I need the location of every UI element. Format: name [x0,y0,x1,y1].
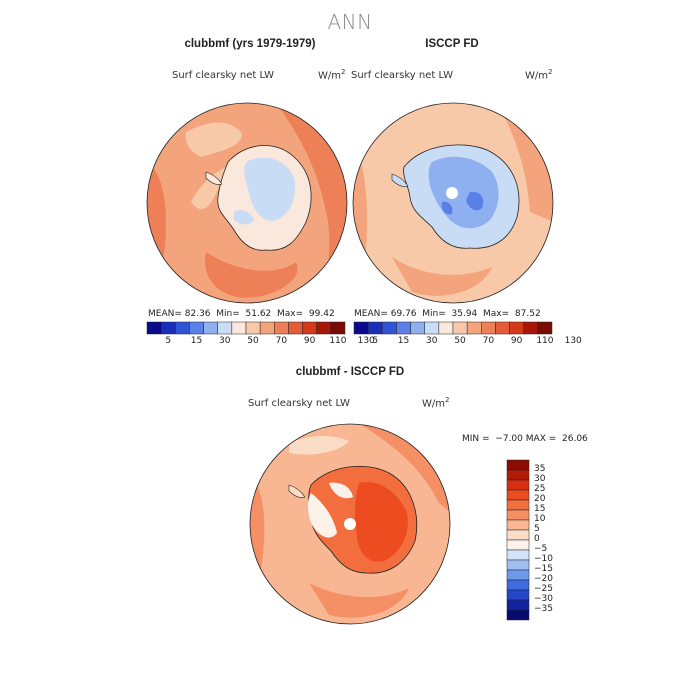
colorbar-swatch [506,559,530,571]
colorbar-tick-label: −25 [534,584,553,594]
colorbar-swatch [175,321,190,335]
colorbar-swatch [506,589,530,601]
panel-2-colorbar [353,321,553,335]
colorbar-swatch [506,509,530,521]
panel-1-colorbar-ticks: 5 15 30 50 70 90 110 130 [147,336,374,348]
colorbar-swatch [506,549,530,561]
figure-title: ANN [327,10,373,34]
colorbar-swatch [506,489,530,501]
panel-3-title: clubbmf - ISCCP FD [295,366,405,378]
colorbar-swatch [506,519,530,531]
panel-2-colorbar-ticks: 5 15 30 50 70 90 110 130 [354,336,581,348]
panel-3-colorbar [506,459,530,621]
panel-3-unit: W/m2 [422,396,450,410]
panel-3-stats: MIN = −7.00 MAX = 26.06 [462,434,588,444]
colorbar-swatch [396,321,411,335]
colorbar-swatch [231,321,247,335]
panel-2-stats: MEAN= 69.76 Min= 35.94 Max= 87.52 [354,309,541,319]
panel-1-title: clubbmf (yrs 1979-1979) [184,38,316,50]
colorbar-swatch [424,321,440,335]
panel-3-colorbar-ticks: 35 30 25 20 15 10 5 0 −5 −10 −15 −20 −25 −30 −35 [534,460,574,620]
colorbar-swatch [452,321,468,335]
colorbar-tick-label: 5 [534,524,540,534]
colorbar-tick-label: 110 [536,336,554,346]
colorbar-tick-label: 90 [510,336,523,346]
colorbar-tick-label: 15 [190,336,203,346]
colorbar-swatch [217,321,233,335]
colorbar-tick-label: 10 [534,514,546,524]
colorbar-swatch [506,499,530,511]
colorbar-swatch [506,579,530,591]
colorbar-swatch [203,321,218,335]
panel-2-variable: Surf clearsky net LW [351,70,454,81]
colorbar-swatch [410,321,425,335]
colorbar-swatch [466,321,482,335]
colorbar-swatch [245,321,261,335]
panel-1-variable: Surf clearsky net LW [172,70,275,81]
colorbar-tick-label: 50 [454,336,466,346]
colorbar-tick-label: 50 [247,336,259,346]
colorbar-tick-label: 30 [426,336,438,346]
colorbar-tick-label: −30 [534,594,553,604]
colorbar-swatch [316,321,332,335]
colorbar-swatch [506,469,530,481]
colorbar-tick-label: 130 [564,336,582,346]
panel-1-stats: MEAN= 82.36 Min= 51.62 Max= 99.42 [148,309,335,319]
colorbar-tick-label: 0 [534,534,540,544]
colorbar-swatch [495,321,510,335]
panel-3-variable: Surf clearsky net LW [248,398,351,409]
panel-1-colorbar [146,321,346,335]
colorbar-swatch [506,479,530,491]
colorbar-tick-label: −5 [534,544,548,554]
colorbar-tick-label: 30 [534,474,546,484]
colorbar-tick-label: 15 [397,336,410,346]
colorbar-tick-label: 90 [303,336,316,346]
colorbar-swatch [506,569,530,581]
colorbar-tick-label: 70 [482,336,495,346]
panel-1-unit: W/m2 [318,68,346,82]
colorbar-tick-label: −10 [534,554,553,564]
colorbar-tick-label: 15 [534,504,546,514]
colorbar-swatch [506,599,530,611]
colorbar-swatch [160,321,176,335]
colorbar-swatch [274,321,289,335]
colorbar-swatch [330,321,346,335]
colorbar-tick-label: 30 [219,336,231,346]
colorbar-tick-label: 130 [357,336,375,346]
colorbar-tick-label: 5 [372,336,379,346]
colorbar-swatch [146,321,162,335]
panel-2-title: ISCCP FD [425,38,479,50]
colorbar-swatch [382,321,397,335]
panel-3-map [249,423,451,625]
panel-2-map [352,102,554,304]
colorbar-tick-label: 35 [534,464,546,474]
colorbar-swatch [506,529,530,541]
colorbar-swatch [506,459,530,471]
panel-1-map [146,102,348,304]
colorbar-tick-label: −20 [534,574,553,584]
colorbar-swatch [509,321,524,335]
colorbar-swatch [367,321,383,335]
colorbar-tick-label: −15 [534,564,553,574]
colorbar-swatch [259,321,275,335]
colorbar-swatch [537,321,553,335]
colorbar-tick-label: 20 [534,494,546,504]
colorbar-swatch [523,321,539,335]
colorbar-swatch [302,321,317,335]
colorbar-swatch [288,321,303,335]
colorbar-swatch [189,321,204,335]
colorbar-tick-label: 5 [165,336,172,346]
colorbar-tick-label: 110 [329,336,347,346]
colorbar-swatch [438,321,454,335]
colorbar-tick-label: −35 [534,604,553,614]
colorbar-swatch [353,321,369,335]
colorbar-swatch [506,609,530,621]
colorbar-swatch [506,539,530,551]
colorbar-swatch [481,321,496,335]
colorbar-tick-label: 25 [534,484,546,494]
colorbar-tick-label: 70 [275,336,288,346]
panel-2-unit: W/m2 [525,68,553,82]
